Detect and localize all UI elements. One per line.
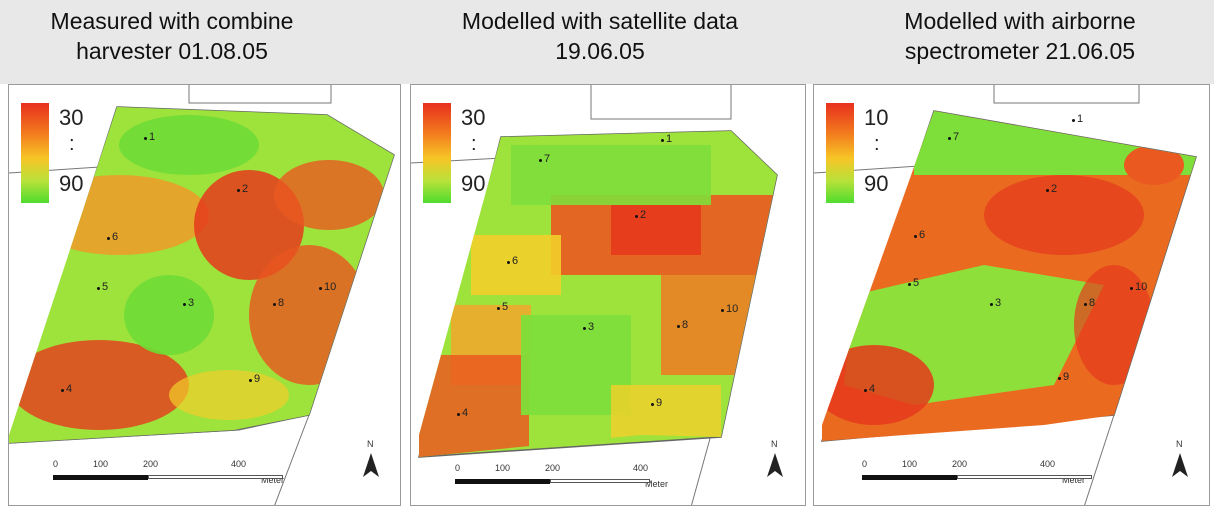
sample-point-9: 9 [1058, 371, 1069, 383]
sample-point-3: 3 [990, 297, 1001, 309]
scale-unit: Meter [261, 475, 285, 485]
field-map-airborne [814, 85, 1197, 505]
north-label: N [1176, 439, 1183, 449]
sample-point-3: 3 [183, 297, 194, 309]
legend-color-ramp [21, 103, 49, 203]
field-map-satellite [411, 85, 778, 505]
legend-combine: 30 : 90 [21, 103, 113, 211]
sample-point-7: 7 [948, 131, 959, 143]
scale-bar: 0 100 200 400 Meter [53, 459, 285, 489]
legend-color-ramp [423, 103, 451, 203]
sample-point-10: 10 [721, 303, 738, 315]
sample-point-8: 8 [677, 319, 688, 331]
legend-separator: : [69, 133, 75, 155]
sample-point-9: 9 [651, 397, 662, 409]
sample-point-9: 9 [249, 373, 260, 385]
scale-tick-400: 400 [633, 463, 649, 473]
scale-tick-200: 200 [952, 459, 968, 469]
scale-tick-400: 400 [1040, 459, 1056, 469]
panel-3-title: Modelled with airborne spectrometer 21.0… [820, 6, 1214, 66]
legend-separator: : [874, 133, 880, 155]
sample-point-8: 8 [273, 297, 284, 309]
scale-tick-100: 100 [495, 463, 511, 473]
panel-2-title-line1: Modelled with satellite data [461, 8, 739, 34]
map-panel-satellite: 30 : 90 1 2 3 4 5 6 7 8 9 10 0 100 200 4… [410, 84, 806, 506]
scale-tick-400: 400 [231, 459, 247, 469]
legend-max-label: 30 [461, 105, 486, 130]
sample-point-8: 8 [1084, 297, 1095, 309]
sample-point-3: 3 [583, 321, 594, 333]
scale-bar: 0 100 200 400 Meter [862, 459, 1092, 489]
sample-point-6: 6 [507, 255, 518, 267]
scale-tick-0: 0 [455, 463, 461, 473]
field-map-combine [9, 85, 395, 505]
sample-point-1: 1 [144, 131, 155, 143]
sample-point-5: 5 [97, 281, 108, 293]
panel-1-title: Measured with combine harvester 01.08.05 [0, 6, 372, 66]
sample-point-10: 10 [319, 281, 336, 293]
sample-point-2: 2 [1046, 183, 1057, 195]
legend-max-label: 10 [864, 105, 889, 130]
legend-min-label: 90 [461, 171, 486, 196]
sample-point-7: 7 [539, 153, 550, 165]
sample-point-2: 2 [237, 183, 248, 195]
panel-2-title: Modelled with satellite data 19.06.05 [400, 6, 800, 66]
legend-min-label: 90 [59, 171, 84, 196]
north-label: N [771, 439, 778, 449]
sample-point-10: 10 [1130, 281, 1147, 293]
scale-tick-200: 200 [545, 463, 561, 473]
sample-point-5: 5 [908, 277, 919, 289]
panel-1-title-line2: harvester 01.08.05 [76, 38, 268, 64]
sample-point-4: 4 [61, 383, 72, 395]
scale-bar: 0 100 200 400 Meter [455, 463, 685, 493]
sample-point-6: 6 [107, 231, 118, 243]
scale-tick-100: 100 [93, 459, 109, 469]
sample-point-4: 4 [457, 407, 468, 419]
scale-tick-0: 0 [862, 459, 868, 469]
panel-3-title-line2: spectrometer 21.06.05 [904, 38, 1136, 64]
legend-satellite: 30 : 90 [423, 103, 515, 211]
legend-color-ramp [826, 103, 854, 203]
sample-point-4: 4 [864, 383, 875, 395]
sample-point-1: 1 [1072, 113, 1083, 125]
north-arrow-icon: N [1168, 439, 1192, 483]
scale-tick-0: 0 [53, 459, 59, 469]
panel-3-title-line1: Modelled with airborne [904, 8, 1136, 34]
north-arrow-icon: N [763, 439, 787, 483]
sample-point-1: 1 [661, 133, 672, 145]
sample-point-2: 2 [635, 209, 646, 221]
scale-tick-100: 100 [902, 459, 918, 469]
scale-tick-200: 200 [143, 459, 159, 469]
scale-unit: Meter [1062, 475, 1086, 485]
sample-point-6: 6 [914, 229, 925, 241]
panel-1-title-line1: Measured with combine [50, 8, 294, 34]
sample-point-5: 5 [497, 301, 508, 313]
legend-max-label: 30 [59, 105, 84, 130]
north-label: N [367, 439, 374, 449]
legend-separator: : [471, 133, 477, 155]
header-band [0, 0, 1214, 84]
north-arrow-icon: N [359, 439, 383, 483]
map-panel-airborne: 10 : 90 1 2 3 4 5 6 7 8 9 10 0 100 200 4… [813, 84, 1210, 506]
legend-airborne: 10 : 90 [826, 103, 918, 211]
scale-unit: Meter [645, 479, 669, 489]
map-panel-combine: 30 : 90 1 2 3 4 5 6 8 9 10 0 100 200 400… [8, 84, 401, 506]
panel-2-title-line2: 19.06.05 [555, 38, 645, 64]
legend-min-label: 90 [864, 171, 889, 196]
